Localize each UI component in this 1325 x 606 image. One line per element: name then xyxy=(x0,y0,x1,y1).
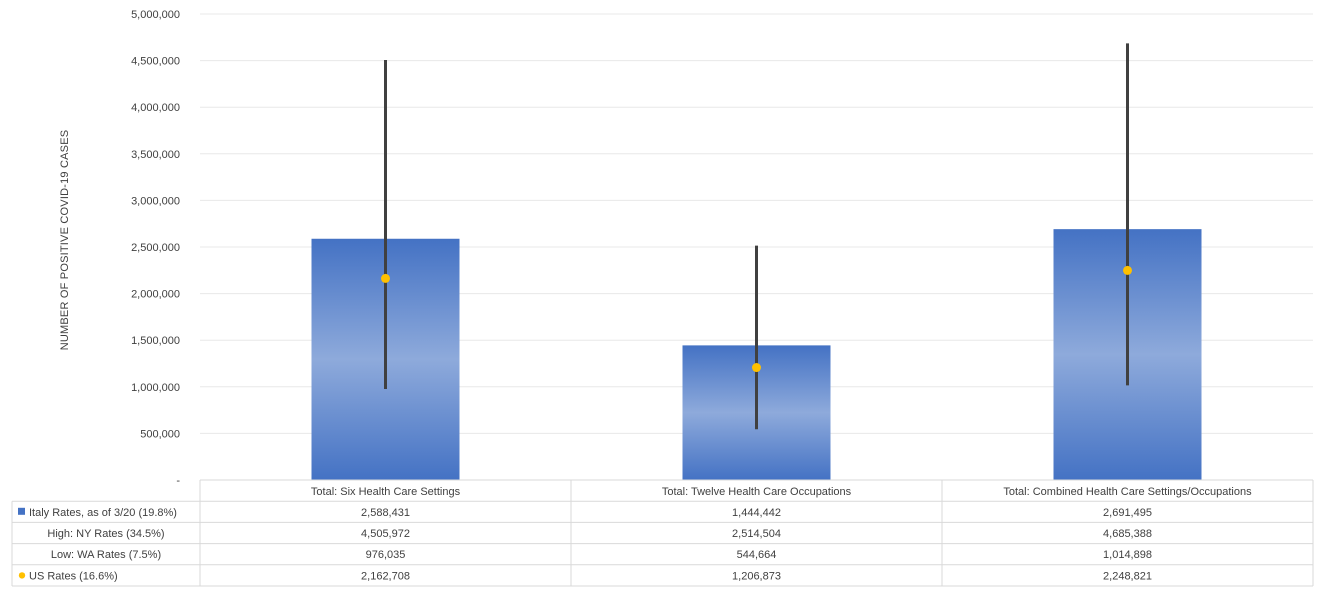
x-category-label: Total: Twelve Health Care Occupations xyxy=(662,486,852,498)
y-tick-label: 4,500,000 xyxy=(131,56,180,68)
y-tick-label: 1,500,000 xyxy=(131,335,180,347)
x-category-label: Total: Combined Health Care Settings/Occ… xyxy=(1003,486,1252,498)
data-label: 4,505,972 xyxy=(361,528,410,540)
data-label: 2,691,495 xyxy=(1103,507,1152,519)
y-tick-label: 1,000,000 xyxy=(131,382,180,394)
data-label: 2,162,708 xyxy=(361,570,410,582)
us-rate-points xyxy=(381,265,1132,373)
data-label: 1,206,873 xyxy=(732,570,781,582)
data-table: Total: Six Health Care Settings Total: Tw… xyxy=(11,479,1314,587)
data-label: 2,514,504 xyxy=(732,528,781,540)
y-tick-label: 2,500,000 xyxy=(131,242,180,254)
data-point xyxy=(1123,265,1132,275)
data-label: 544,664 xyxy=(737,549,777,561)
y-tick-label: 3,500,000 xyxy=(131,149,180,161)
error-bars xyxy=(384,43,1129,430)
data-label: 1,014,898 xyxy=(1103,549,1152,561)
x-category-label: Total: Six Health Care Settings xyxy=(311,486,461,498)
legend-entry: High: NY Rates (34.5%) xyxy=(47,528,164,540)
y-tick-label: 500,000 xyxy=(140,428,180,440)
y-tick-label: 2,000,000 xyxy=(131,289,180,301)
y-tick-label: - xyxy=(176,475,180,487)
data-point xyxy=(381,273,390,283)
legend-key-point xyxy=(18,572,26,579)
legend-key-bar xyxy=(18,507,25,515)
y-tick-label: 4,000,000 xyxy=(131,102,180,114)
legend-entry: Low: WA Rates (7.5%) xyxy=(51,549,161,561)
data-label: 4,685,388 xyxy=(1103,528,1152,540)
y-tick-label: 5,000,000 xyxy=(131,9,180,21)
legend-entry: Italy Rates, as of 3/20 (19.8%) xyxy=(29,507,177,519)
data-point xyxy=(752,363,761,373)
y-tick-label: 3,000,000 xyxy=(131,195,180,207)
y-axis-ticks: - 500,000 1,000,000 1,500,000 2,000,000 2,500… xyxy=(131,9,180,487)
data-label: 2,248,821 xyxy=(1103,570,1152,582)
legend-entry: US Rates (16.6%) xyxy=(29,570,118,582)
y-axis-title: NUMBER OF POSITIVE COVID-19 CASES xyxy=(59,130,71,351)
data-label: 1,444,442 xyxy=(732,507,781,519)
data-label: 2,588,431 xyxy=(361,507,410,519)
data-label: 976,035 xyxy=(366,549,406,561)
